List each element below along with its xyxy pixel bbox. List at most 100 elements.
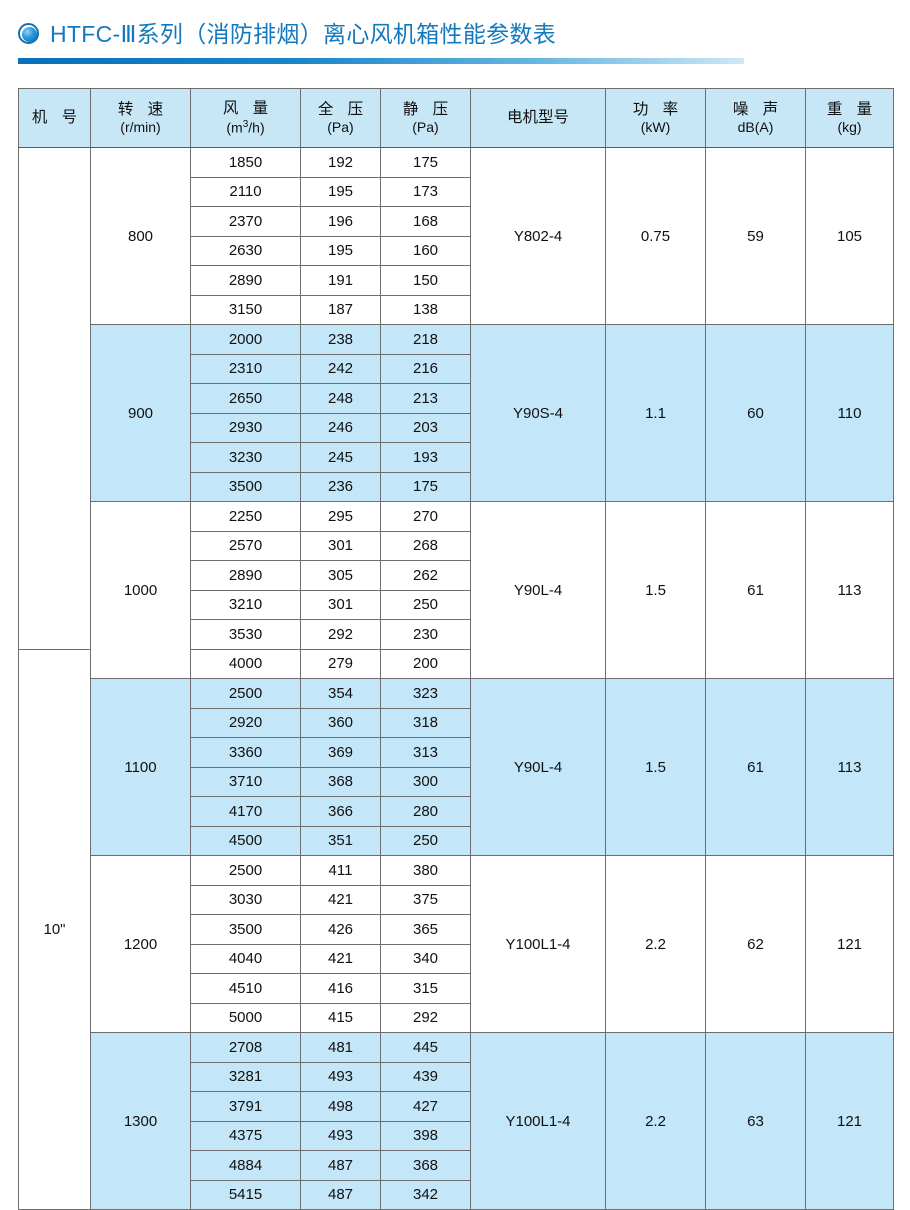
cell-static-pressure: 138 [380,294,471,325]
table-row: 2370 196 168 [19,206,894,237]
cell-air-volume: 4170 [190,796,301,827]
cell-total-pressure: 426 [300,914,381,945]
cell-air-volume: 2650 [190,383,301,414]
cell-motor-model: Y90L-4 [470,501,606,679]
cell-air-volume: 2000 [190,324,301,355]
cell-air-volume: 3230 [190,442,301,473]
header-total-pressure: 全 压 (Pa) [300,88,381,148]
header-motor-model: 电机型号 [470,88,606,148]
cell-speed: 900 [90,324,191,502]
cell-total-pressure: 301 [300,589,381,620]
table-row: 4884 487 368 [19,1150,894,1181]
table-row: 1200 2500 411 380 Y100L1-4 2.2 62 121 [19,855,894,1033]
cell-air-volume: 3210 [190,589,301,620]
cell-air-volume: 3791 [190,1091,301,1122]
cell-static-pressure: 175 [380,147,471,178]
page-title: HTFC-Ⅲ系列（消防排烟）离心风机箱性能参数表 [50,21,557,47]
cell-noise: 63 [705,1032,806,1210]
cell-static-pressure: 173 [380,176,471,207]
header-machine-no-label: 机 号 [31,109,83,127]
cell-static-pressure: 427 [380,1091,471,1122]
cell-total-pressure: 248 [300,383,381,414]
cell-air-volume: 3500 [190,914,301,945]
cell-air-volume: 2250 [190,501,301,532]
cell-total-pressure: 187 [300,294,381,325]
cell-total-pressure: 360 [300,707,381,738]
table-row: 1000 2250 295 270 Y90L-4 1.5 61 113 [19,501,894,679]
table-row: 2890 191 150 [19,265,894,296]
table-row: 5000 415 292 [19,1002,894,1033]
cell-air-volume: 4040 [190,943,301,974]
header-motor-model-label: 电机型号 [506,109,569,127]
cell-power: 2.2 [605,1032,706,1210]
cell-noise: 61 [705,678,806,856]
cell-static-pressure: 250 [380,825,471,856]
cell-air-volume: 3150 [190,294,301,325]
cell-machine-no-spacer [18,147,91,650]
cell-total-pressure: 195 [300,235,381,266]
cell-air-volume: 2708 [190,1032,301,1063]
cell-total-pressure: 236 [300,471,381,502]
cell-weight: 121 [805,855,894,1033]
header-total-pressure-unit: (Pa) [327,118,354,135]
cell-speed: 800 [90,147,191,325]
cell-power: 1.5 [605,501,706,679]
cell-air-volume: 2310 [190,353,301,384]
cell-air-volume: 2920 [190,707,301,738]
header-speed: 转 速 (r/min) [90,88,191,148]
cell-static-pressure: 445 [380,1032,471,1063]
cell-total-pressure: 481 [300,1032,381,1063]
cell-air-volume: 3530 [190,619,301,650]
cell-air-volume: 2890 [190,265,301,296]
cell-total-pressure: 415 [300,1002,381,1033]
cell-static-pressure: 313 [380,737,471,768]
cell-noise: 62 [705,855,806,1033]
table-row: 3030 421 375 [19,884,894,915]
cell-static-pressure: 365 [380,914,471,945]
cell-static-pressure: 230 [380,619,471,650]
header-air-volume-unit: (m3/h) [226,118,265,136]
header-speed-label: 转 速 [117,100,169,118]
cell-total-pressure: 368 [300,766,381,797]
cell-air-volume: 3710 [190,766,301,797]
cell-static-pressure: 175 [380,471,471,502]
cell-static-pressure: 250 [380,589,471,620]
cell-total-pressure: 295 [300,501,381,532]
table-row: 4510 416 315 [19,973,894,1004]
cell-total-pressure: 366 [300,796,381,827]
header-power-unit: (kW) [640,118,671,135]
header-power: 功 率 (kW) [605,88,706,148]
table-row: 3500 426 365 [19,914,894,945]
cell-air-volume: 2500 [190,678,301,709]
cell-motor-model: Y90S-4 [470,324,606,502]
cell-static-pressure: 218 [380,324,471,355]
cell-static-pressure: 216 [380,353,471,384]
cell-static-pressure: 193 [380,442,471,473]
cell-static-pressure: 300 [380,766,471,797]
cell-motor-model: Y100L1-4 [470,855,606,1033]
cell-static-pressure: 203 [380,412,471,443]
cell-static-pressure: 280 [380,796,471,827]
cell-weight: 113 [805,678,894,856]
cell-air-volume: 2570 [190,530,301,561]
cell-air-volume: 5000 [190,1002,301,1033]
table-row: 3500 236 175 [19,471,894,502]
cell-static-pressure: 340 [380,943,471,974]
table-body: 800 1850 192 175 Y802-4 0.75 59 105 2110 195 173 23… [18,147,894,1210]
cell-speed: 1000 [90,501,191,679]
cell-static-pressure: 398 [380,1120,471,1151]
cell-total-pressure: 493 [300,1061,381,1092]
title-underline [18,58,744,64]
cell-motor-model: Y802-4 [470,147,606,325]
table-row: 2890 305 262 [19,560,894,591]
cell-total-pressure: 416 [300,973,381,1004]
header-static-pressure-unit: (Pa) [412,118,439,135]
cell-total-pressure: 305 [300,560,381,591]
header-air-volume-label: 风 量 [222,100,274,118]
target-circle-icon [18,22,41,46]
performance-spec-table: 机 号 转 速 (r/min) 风 量 (m3/h) 全 压 (Pa) [18,88,894,1210]
header-static-pressure-label: 静 压 [402,100,454,118]
cell-total-pressure: 191 [300,265,381,296]
cell-total-pressure: 195 [300,176,381,207]
